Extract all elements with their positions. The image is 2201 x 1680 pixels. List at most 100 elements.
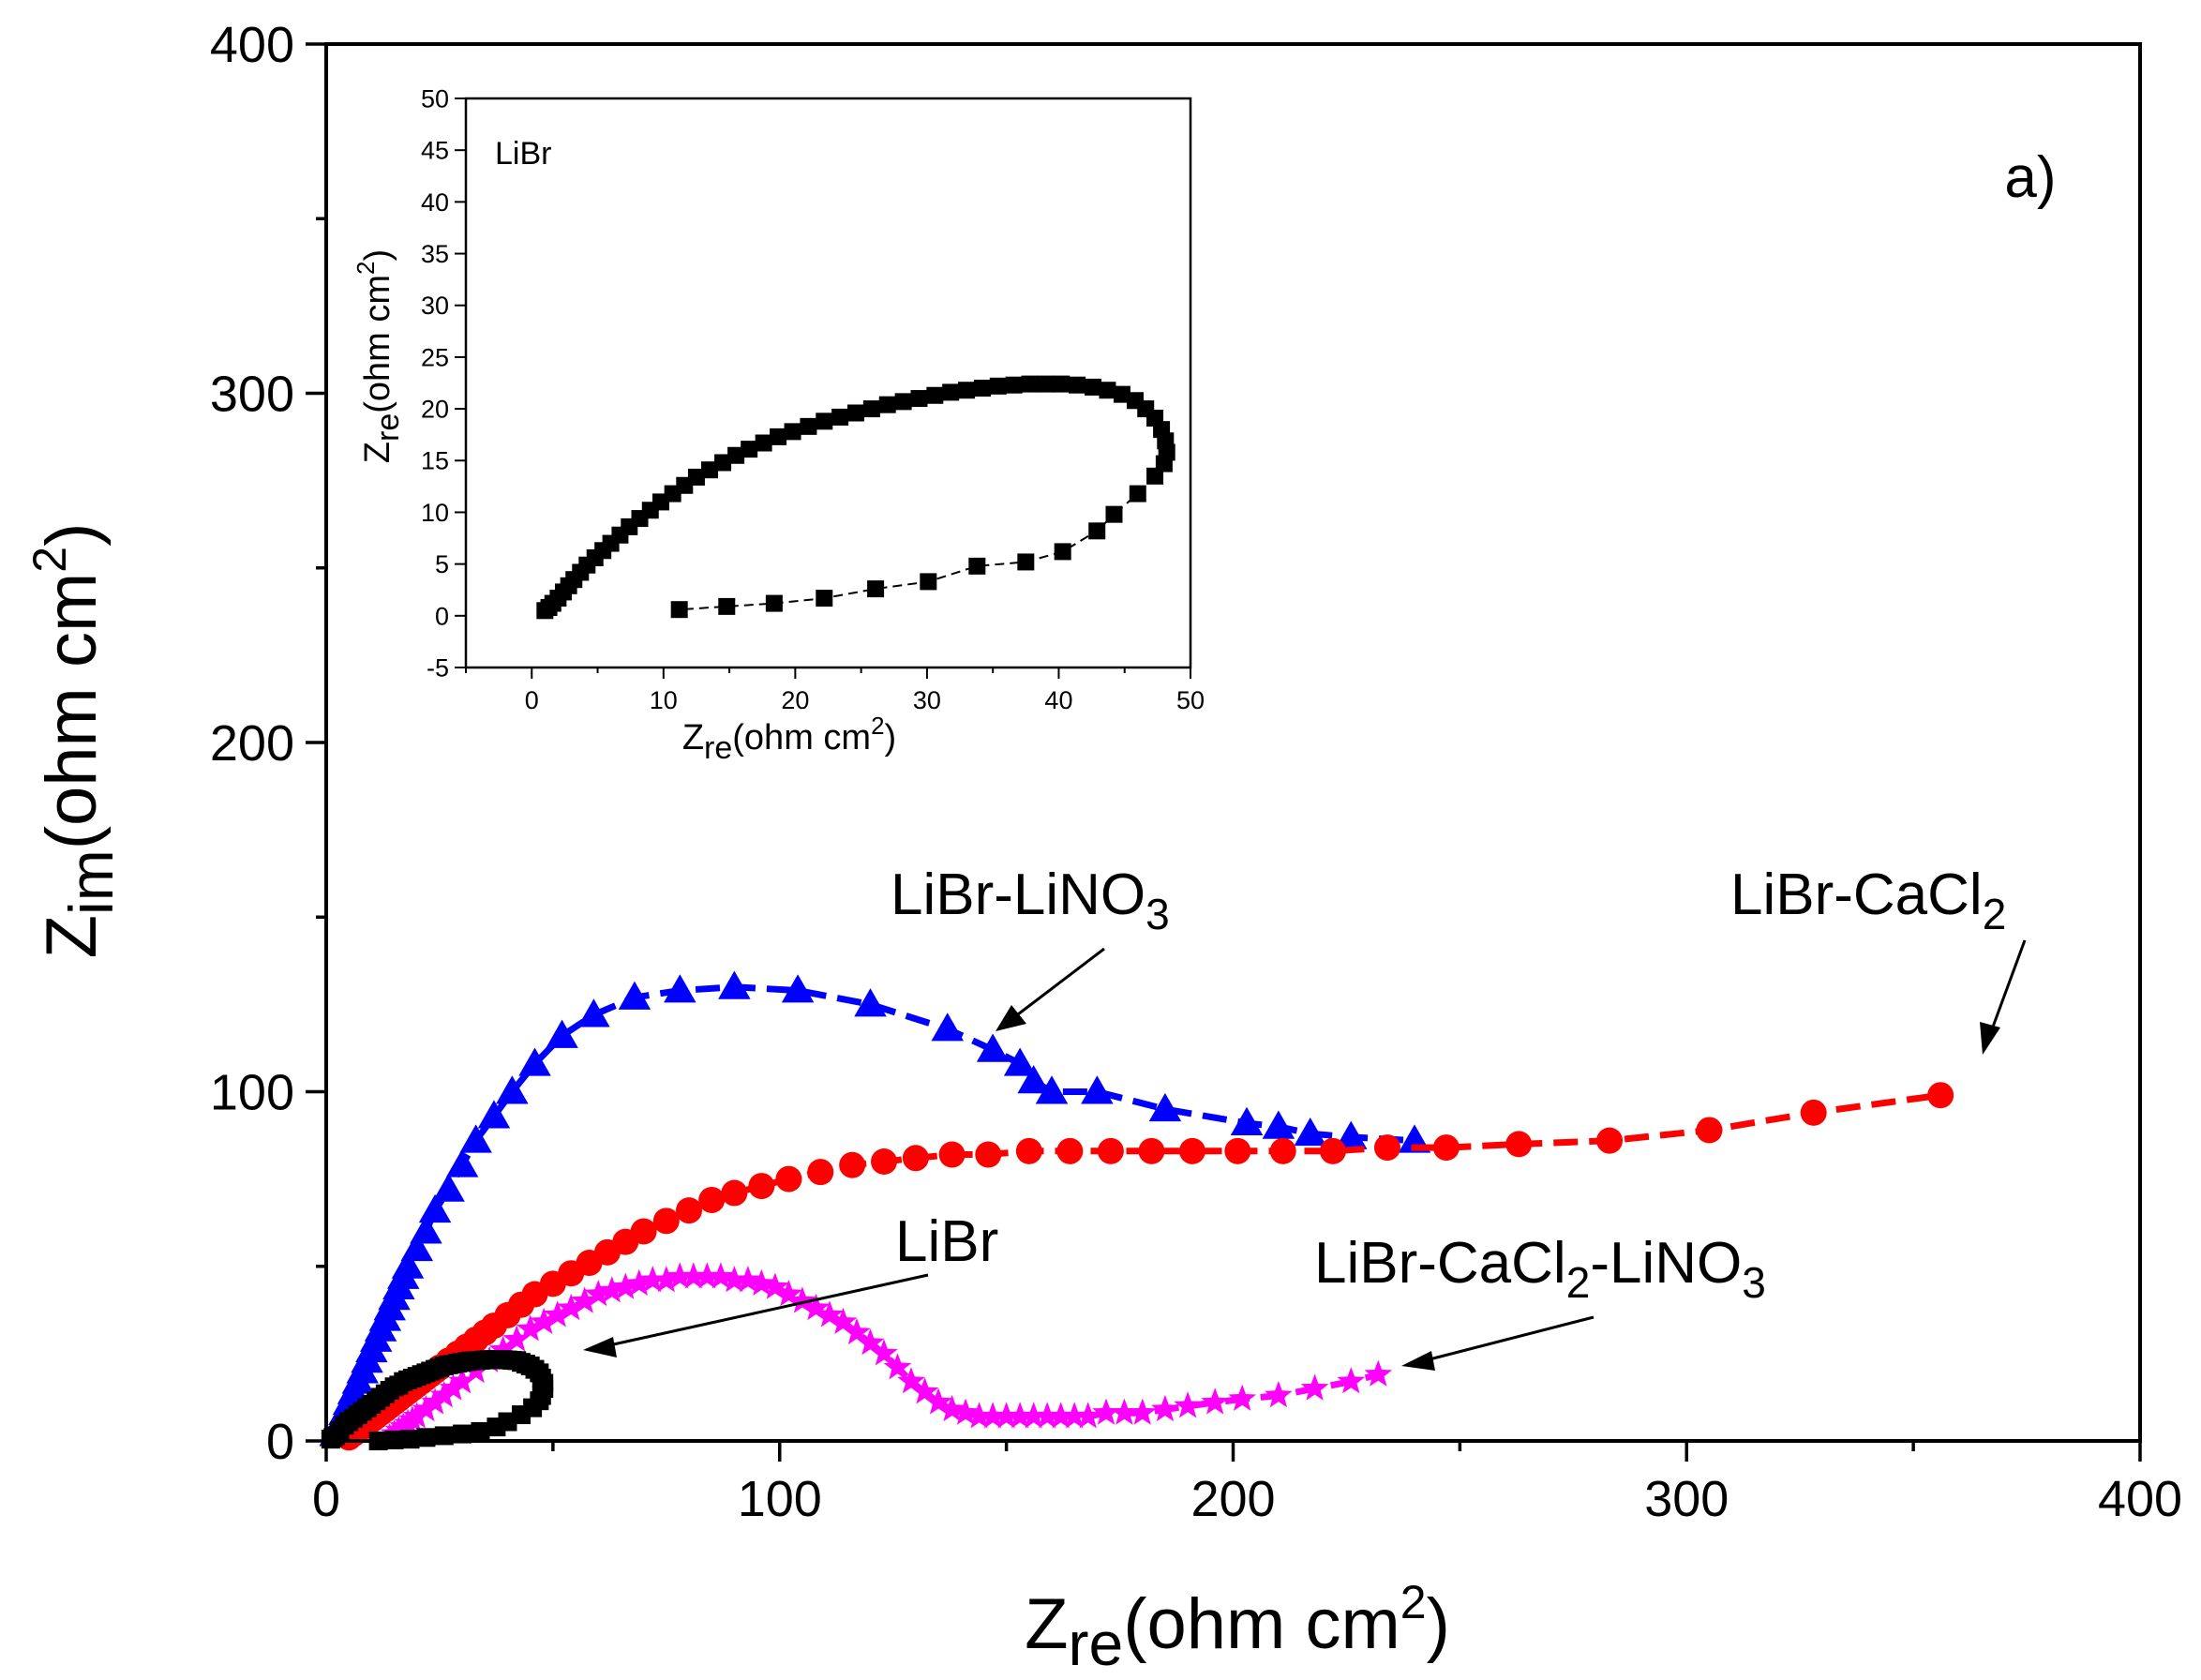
main-point-libr-lino3 [854,988,887,1017]
main-point-libr-cacl2-lino3 [843,1317,871,1345]
main-point-libr-cacl2-lino3 [910,1377,939,1404]
main-point-libr-cacl2-lino3 [1201,1388,1229,1415]
annotation-libr-arrowhead [583,1337,617,1358]
inset-point-libr [816,590,833,608]
main-point-libr-cacl2 [975,1141,1002,1168]
inset-point-libr [968,557,986,575]
annotation-libr-cacl2-lino3-arrowhead [1401,1351,1435,1371]
main-series-libr [321,1350,554,1450]
inset-series-libr [536,375,1175,620]
main-point-libr-cacl2 [652,1208,680,1235]
inset-point-libr [862,400,880,418]
main-point-libr-lino3 [432,1173,465,1202]
inset-x-tick-label-50: 50 [1176,686,1205,714]
main-y-tick-label-300: 300 [210,366,294,422]
inset-y-tick-label-5: -5 [427,653,449,682]
annotation-libr-lino3: LiBr-LiNO3 [891,862,1170,1031]
annotation-libr-lino3-text: LiBr-LiNO3 [891,862,1170,938]
inset-x-tick-label-40: 40 [1044,686,1072,714]
inset-x-axis-label: Zre(ohm cm2) [682,712,896,766]
inset-x-tick-label-20: 20 [781,686,809,714]
inset-point-libr [1037,375,1055,393]
main-point-libr-lino3 [1081,1075,1114,1104]
inset-point-libr [1099,382,1116,399]
main-point-libr-cacl2 [1800,1099,1827,1126]
annotation-libr-lino3-arrow [1013,947,1105,1019]
inset-point-libr [741,441,758,458]
main-point-libr-lino3 [459,1124,492,1153]
main-y-tick-label-100: 100 [210,1064,294,1120]
main-point-libr-cacl2-lino3 [801,1293,831,1321]
inset-y-tick-label-20: 20 [421,396,449,424]
main-point-libr-cacl2 [748,1173,775,1200]
main-point-libr [487,1418,506,1437]
inset-point-libr [765,594,783,612]
main-point-libr-lino3 [1035,1075,1069,1104]
inset-point-libr [847,404,865,422]
main-point-libr-lino3 [496,1075,529,1104]
main-point-libr-cacl2-lino3 [680,1262,708,1289]
inset-point-libr [718,597,736,615]
main-point-libr-cacl2-lino3 [1006,1402,1034,1429]
main-point-libr [453,1424,472,1444]
main-point-libr-lino3 [577,998,610,1028]
main-point-libr-cacl2-lino3 [965,1402,994,1429]
main-point-libr-cacl2 [807,1159,834,1186]
inset-point-libr [942,383,960,401]
inset-point-libr [1088,522,1106,540]
main-point-libr-cacl2-lino3 [488,1335,517,1362]
main-point-libr-cacl2 [1927,1082,1954,1109]
main-series-libr-lino3 [319,970,1431,1447]
inset-plot-frame [464,97,1192,669]
annotation-libr: LiBr [583,1209,998,1358]
inset-point-libr [831,408,849,426]
inset-point-libr [878,396,896,413]
inset-x-tick-label-10: 10 [650,686,678,714]
main-plot-series [319,970,1954,1451]
main-point-libr-cacl2-lino3 [883,1353,912,1380]
inset-y-axis-label: Zre(ohm cm2) [352,249,406,463]
main-point-libr-cacl2-lino3 [1073,1402,1102,1429]
main-x-tick-label-300: 300 [1644,1471,1729,1527]
main-point-libr-lino3 [445,1148,479,1178]
inset-x-tick-label-30: 30 [913,686,941,714]
annotation-libr-arrow [608,1273,929,1347]
inset-point-libr [1146,467,1164,485]
main-point-libr-cacl2-lino3 [1300,1373,1329,1401]
inset-y-tick-label-45: 45 [421,137,449,165]
main-point-libr-lino3 [410,1215,442,1244]
main-y-axis-label: Zim(ohm cm2) [23,523,126,959]
main-point-libr-cacl2 [1178,1137,1205,1164]
annotation-libr-cacl2: LiBr-CaCl2 [1730,862,2027,1055]
inset-point-libr [701,461,719,479]
main-point-libr-cacl2 [1432,1134,1460,1162]
inset-point-libr [727,446,745,464]
inset-point-libr [1021,375,1039,393]
main-point-libr-cacl2 [1696,1117,1723,1144]
inset-y-tick-label-10: 10 [421,499,449,527]
main-point-libr-lino3 [781,974,815,1003]
main-point-libr-cacl2-lino3 [707,1262,735,1289]
main-point-libr-cacl2 [1269,1137,1296,1164]
inset-point-libr [800,417,817,435]
annotation-libr-text: LiBr [895,1209,998,1274]
inset-point-libr [958,382,976,399]
main-point-libr-cacl2-lino3 [448,1367,476,1394]
main-point-libr-cacl2-lino3 [1110,1398,1139,1425]
main-point-libr-cacl2-lino3 [625,1268,653,1296]
main-point-libr-cacl2 [1596,1127,1624,1154]
main-point-libr-cacl2-lino3 [951,1398,980,1425]
main-point-libr-cacl2-lino3 [720,1266,749,1293]
main-point-libr-cacl2-lino3 [924,1388,952,1415]
main-point-libr-cacl2 [630,1218,657,1245]
main-point-libr-cacl2-lino3 [829,1307,858,1334]
panel-label-a: a) [2004,145,2056,210]
main-point-libr-lino3 [1230,1106,1264,1135]
main-point-libr-lino3 [391,1250,425,1279]
main-point-libr-lino3 [931,1012,964,1042]
main-point-libr-cacl2-lino3 [693,1262,722,1289]
main-point-libr-lino3 [1148,1092,1182,1122]
inset-y-tick-label-40: 40 [421,188,449,217]
main-point-libr-lino3 [1294,1117,1326,1147]
